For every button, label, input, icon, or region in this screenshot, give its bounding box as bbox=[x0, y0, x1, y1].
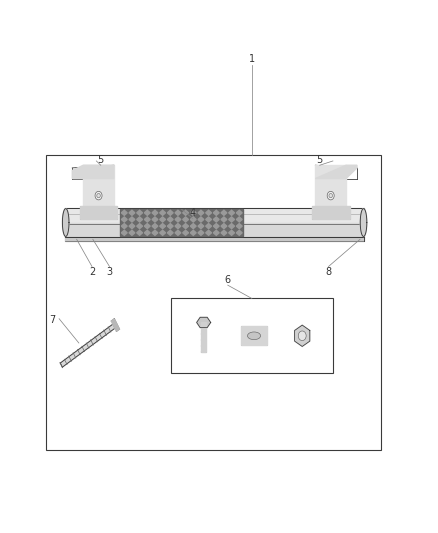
Polygon shape bbox=[145, 230, 150, 236]
Polygon shape bbox=[175, 210, 181, 215]
Text: 3: 3 bbox=[106, 267, 113, 277]
Polygon shape bbox=[312, 206, 350, 219]
Polygon shape bbox=[167, 224, 173, 229]
Polygon shape bbox=[229, 217, 234, 222]
Polygon shape bbox=[237, 217, 242, 222]
Polygon shape bbox=[206, 210, 212, 215]
Polygon shape bbox=[360, 208, 367, 237]
Circle shape bbox=[327, 191, 334, 200]
Polygon shape bbox=[167, 230, 173, 236]
Polygon shape bbox=[137, 230, 142, 236]
Polygon shape bbox=[191, 210, 196, 215]
Polygon shape bbox=[129, 210, 135, 215]
Polygon shape bbox=[121, 230, 127, 236]
Polygon shape bbox=[60, 324, 115, 367]
Polygon shape bbox=[175, 224, 181, 229]
Polygon shape bbox=[111, 319, 120, 332]
Polygon shape bbox=[65, 223, 364, 237]
Polygon shape bbox=[152, 230, 158, 236]
Polygon shape bbox=[120, 209, 243, 236]
Circle shape bbox=[97, 193, 100, 198]
Polygon shape bbox=[129, 230, 135, 236]
Bar bbox=[171, 298, 333, 373]
Polygon shape bbox=[229, 224, 234, 229]
Polygon shape bbox=[213, 210, 219, 215]
Polygon shape bbox=[183, 210, 188, 215]
Polygon shape bbox=[229, 210, 234, 215]
Polygon shape bbox=[160, 217, 166, 222]
Polygon shape bbox=[198, 210, 204, 215]
Polygon shape bbox=[80, 206, 117, 219]
Polygon shape bbox=[213, 224, 219, 229]
Polygon shape bbox=[183, 224, 188, 229]
Text: 6: 6 bbox=[225, 275, 231, 285]
Polygon shape bbox=[152, 210, 158, 215]
Ellipse shape bbox=[247, 332, 261, 340]
Polygon shape bbox=[145, 210, 150, 215]
Polygon shape bbox=[191, 224, 196, 229]
Polygon shape bbox=[241, 326, 267, 345]
Polygon shape bbox=[206, 230, 212, 236]
Polygon shape bbox=[63, 208, 69, 237]
Polygon shape bbox=[237, 210, 242, 215]
Polygon shape bbox=[229, 230, 234, 236]
Text: 1: 1 bbox=[249, 54, 255, 63]
Polygon shape bbox=[198, 224, 204, 229]
Polygon shape bbox=[72, 165, 114, 179]
Text: 5: 5 bbox=[317, 155, 323, 165]
Polygon shape bbox=[160, 224, 166, 229]
Polygon shape bbox=[121, 210, 127, 215]
Polygon shape bbox=[221, 224, 227, 229]
Circle shape bbox=[298, 331, 306, 341]
Polygon shape bbox=[237, 230, 242, 236]
Circle shape bbox=[329, 193, 332, 198]
Polygon shape bbox=[315, 165, 346, 209]
Polygon shape bbox=[201, 322, 206, 352]
Polygon shape bbox=[206, 217, 212, 222]
Polygon shape bbox=[83, 165, 114, 209]
Polygon shape bbox=[206, 224, 212, 229]
Polygon shape bbox=[191, 217, 196, 222]
Polygon shape bbox=[167, 217, 173, 222]
Polygon shape bbox=[121, 217, 127, 222]
Polygon shape bbox=[167, 210, 173, 215]
Text: 7: 7 bbox=[49, 315, 56, 325]
Polygon shape bbox=[315, 165, 357, 179]
Bar bbox=[46, 155, 381, 450]
Polygon shape bbox=[213, 230, 219, 236]
Text: 5: 5 bbox=[98, 155, 104, 165]
Polygon shape bbox=[65, 237, 364, 241]
Polygon shape bbox=[145, 224, 150, 229]
Text: 8: 8 bbox=[325, 267, 332, 277]
Text: 4: 4 bbox=[190, 208, 196, 218]
Polygon shape bbox=[121, 224, 127, 229]
Polygon shape bbox=[152, 224, 158, 229]
Polygon shape bbox=[160, 210, 166, 215]
Polygon shape bbox=[197, 317, 211, 328]
Polygon shape bbox=[175, 217, 181, 222]
Polygon shape bbox=[137, 224, 142, 229]
Circle shape bbox=[95, 191, 102, 200]
Polygon shape bbox=[137, 217, 142, 222]
Polygon shape bbox=[237, 224, 242, 229]
Polygon shape bbox=[160, 230, 166, 236]
Polygon shape bbox=[175, 230, 181, 236]
Polygon shape bbox=[191, 230, 196, 236]
Polygon shape bbox=[221, 217, 227, 222]
Polygon shape bbox=[221, 230, 227, 236]
Polygon shape bbox=[145, 217, 150, 222]
Polygon shape bbox=[152, 217, 158, 222]
Polygon shape bbox=[137, 210, 142, 215]
Polygon shape bbox=[129, 224, 135, 229]
Polygon shape bbox=[129, 217, 135, 222]
Polygon shape bbox=[295, 325, 310, 346]
Polygon shape bbox=[221, 210, 227, 215]
Polygon shape bbox=[198, 217, 204, 222]
Polygon shape bbox=[213, 217, 219, 222]
Polygon shape bbox=[65, 208, 364, 223]
Polygon shape bbox=[198, 230, 204, 236]
Polygon shape bbox=[183, 217, 188, 222]
Text: 2: 2 bbox=[89, 267, 95, 277]
Polygon shape bbox=[183, 230, 188, 236]
